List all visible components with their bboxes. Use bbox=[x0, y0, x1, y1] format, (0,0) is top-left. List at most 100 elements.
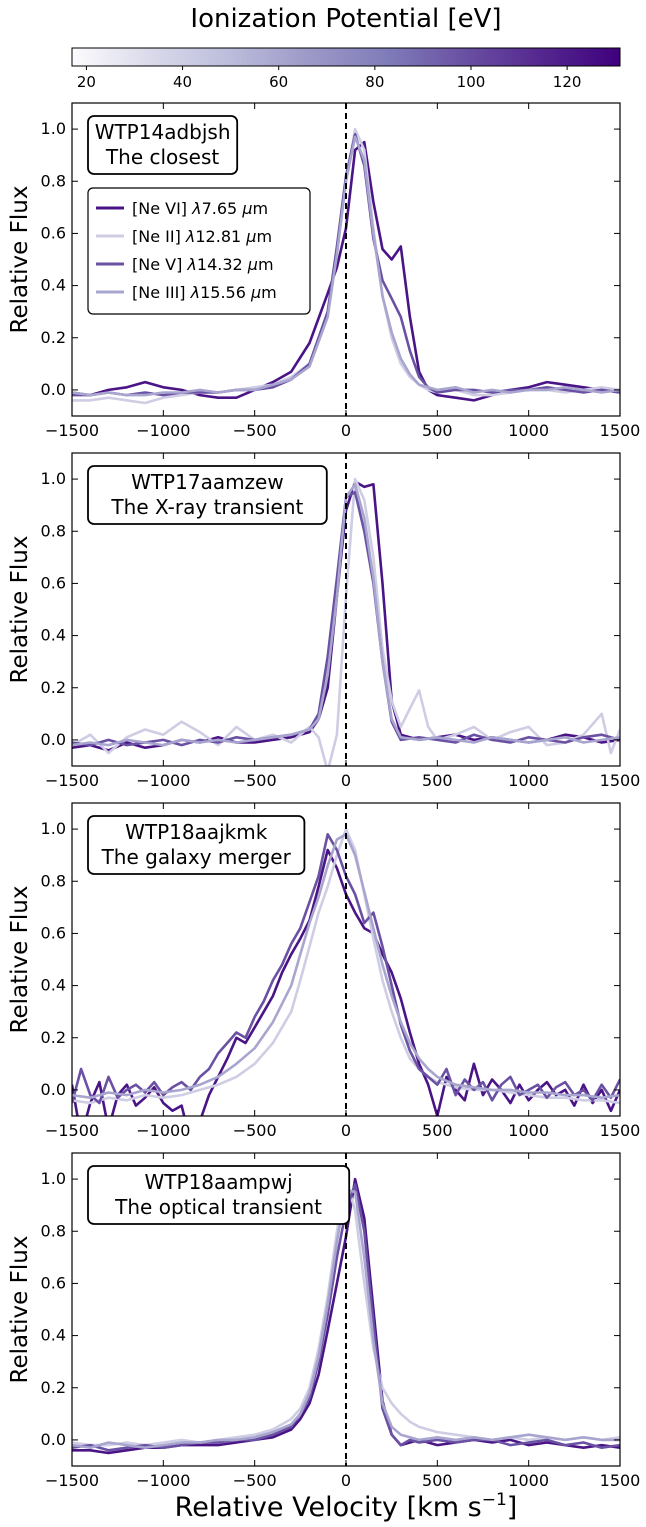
x-tick-label: −1000 bbox=[136, 1121, 190, 1140]
x-tick-label: 0 bbox=[341, 1471, 351, 1490]
series-group bbox=[72, 477, 620, 766]
y-tick-label: 0.0 bbox=[41, 380, 66, 399]
x-tick-label: 1000 bbox=[508, 1121, 549, 1140]
source-name: WTP17aamzew bbox=[131, 470, 284, 494]
series-line bbox=[72, 827, 620, 1105]
y-tick-label: 0.0 bbox=[41, 1080, 66, 1099]
y-tick-label: 0.4 bbox=[41, 626, 66, 645]
y-tick-label: 1.0 bbox=[41, 469, 66, 488]
x-tick-label: −500 bbox=[233, 421, 277, 440]
y-axis-title: Relative Flux bbox=[7, 1236, 33, 1384]
legend-entry: [Ne III] λ15.56 μm bbox=[132, 283, 277, 302]
legend-entry: [Ne II] λ12.81 μm bbox=[132, 227, 272, 246]
x-tick-label: 1000 bbox=[508, 771, 549, 790]
colorbar-tick-label: 80 bbox=[365, 73, 384, 91]
x-tick-label: 1000 bbox=[508, 1471, 549, 1490]
source-name: WTP18aajkmk bbox=[125, 820, 268, 844]
x-tick-label: −500 bbox=[233, 771, 277, 790]
legend-frame bbox=[87, 187, 311, 315]
annotation-frame bbox=[87, 115, 239, 175]
x-tick-label: −1500 bbox=[45, 1121, 99, 1140]
y-tick-label: 0.2 bbox=[41, 678, 66, 697]
series-group bbox=[72, 1177, 620, 1455]
colorbar-label: Ionization Potential [eV] bbox=[190, 4, 501, 34]
y-tick-label: 0.8 bbox=[41, 871, 66, 890]
panel-wtp17aamzew: −1500 −1000 −500 0 500 1000 1500 0.0 0.2 0.4 0.6 0.… bbox=[7, 452, 641, 790]
colorbar-gradient bbox=[71, 47, 621, 67]
y-tick-label: 1.0 bbox=[41, 119, 66, 138]
x-tick-label: 1500 bbox=[600, 1471, 641, 1490]
x-tick-label: −1000 bbox=[136, 421, 190, 440]
y-tick-label: 1.0 bbox=[41, 1169, 66, 1188]
series-group bbox=[72, 127, 620, 405]
y-tick-label: 0.6 bbox=[41, 923, 66, 942]
x-tick-label: −500 bbox=[233, 1121, 277, 1140]
x-tick-label: 500 bbox=[422, 771, 453, 790]
series-line bbox=[72, 482, 620, 747]
colorbar-tick-label: 60 bbox=[269, 73, 288, 91]
x-tick-label: 1000 bbox=[508, 421, 549, 440]
panel-wtp18aajkmk: −1500 −1000 −500 0 500 1000 1500 0.0 0.2 0.4 0.6 0.… bbox=[7, 802, 640, 1140]
x-axis-title: Relative Velocity [km s−1] bbox=[175, 1490, 518, 1523]
y-tick-label: 0.6 bbox=[41, 573, 66, 592]
annotation-frame bbox=[87, 465, 328, 525]
legend-entry: [Ne V] λ14.32 μm bbox=[132, 255, 274, 274]
legend-entry: [Ne VI] λ7.65 μm bbox=[132, 199, 268, 218]
source-description: The optical transient bbox=[114, 1195, 322, 1219]
source-description: The X-ray transient bbox=[110, 495, 303, 519]
x-tick-label: 0 bbox=[341, 1121, 351, 1140]
y-tick-label: 0.4 bbox=[41, 276, 66, 295]
colorbar-ticks: 20 40 60 80 100 120 bbox=[77, 66, 582, 91]
y-tick-label: 0.8 bbox=[41, 521, 66, 540]
series-line bbox=[72, 832, 620, 1099]
x-tick-label: 0 bbox=[341, 771, 351, 790]
x-tick-label: 500 bbox=[422, 1471, 453, 1490]
x-tick-label: −1000 bbox=[136, 1471, 190, 1490]
y-tick-label: 0.6 bbox=[41, 223, 66, 242]
y-axis-title: Relative Flux bbox=[7, 886, 33, 1034]
x-tick-label: 1500 bbox=[600, 771, 641, 790]
x-tick-label: −500 bbox=[233, 1471, 277, 1490]
y-tick-label: 0.2 bbox=[41, 1378, 66, 1397]
x-tick-label: −1500 bbox=[45, 1471, 99, 1490]
legend: [Ne VI] λ7.65 μm [Ne II] λ12.81 μm [Ne V] … bbox=[87, 187, 311, 315]
y-tick-label: 0.4 bbox=[41, 1326, 66, 1345]
source-name: WTP18aampwj bbox=[145, 1170, 293, 1194]
y-tick-label: 0.4 bbox=[41, 976, 66, 995]
panel-wtp14adbjsh: −1500 −1000 −500 0 500 1000 1500 0.0 0.2 0.4 0.6 0.… bbox=[7, 102, 641, 440]
colorbar-tick-label: 100 bbox=[457, 73, 486, 91]
series-line bbox=[72, 135, 620, 397]
x-tick-label: −1500 bbox=[45, 421, 99, 440]
y-tick-label: 0.2 bbox=[41, 1028, 66, 1047]
y-tick-label: 1.0 bbox=[41, 819, 66, 838]
y-tick-label: 0.8 bbox=[41, 171, 66, 190]
colorbar-tick-label: 40 bbox=[173, 73, 192, 91]
y-axis-title: Relative Flux bbox=[7, 186, 33, 334]
source-name: WTP14adbjsh bbox=[95, 120, 231, 144]
series-line bbox=[72, 477, 620, 766]
series-line bbox=[72, 1183, 620, 1452]
panel-wtp18aampwj: −1500 −1000 −500 0 500 1000 1500 0.0 0.2 0.4 0.6 0.… bbox=[7, 1152, 641, 1490]
y-tick-label: 0.8 bbox=[41, 1221, 66, 1240]
y-axis-title: Relative Flux bbox=[7, 536, 33, 684]
x-tick-label: −1000 bbox=[136, 771, 190, 790]
colorbar: Ionization Potential [eV] 20 40 60 80 100 120 bbox=[71, 4, 621, 91]
y-tick-label: 0.6 bbox=[41, 1273, 66, 1292]
colorbar-tick-label: 120 bbox=[553, 73, 582, 91]
source-description: The galaxy merger bbox=[101, 845, 292, 869]
x-tick-label: 500 bbox=[422, 421, 453, 440]
annotation-frame bbox=[87, 815, 306, 875]
y-tick-label: 0.0 bbox=[41, 730, 66, 749]
source-description: The closest bbox=[105, 145, 219, 169]
colorbar-tick-label: 20 bbox=[77, 73, 96, 91]
x-tick-label: 500 bbox=[422, 1121, 453, 1140]
x-tick-label: 1500 bbox=[600, 421, 641, 440]
annotation-frame bbox=[87, 1165, 351, 1225]
x-tick-label: 0 bbox=[341, 421, 351, 440]
y-tick-label: 0.2 bbox=[41, 328, 66, 347]
